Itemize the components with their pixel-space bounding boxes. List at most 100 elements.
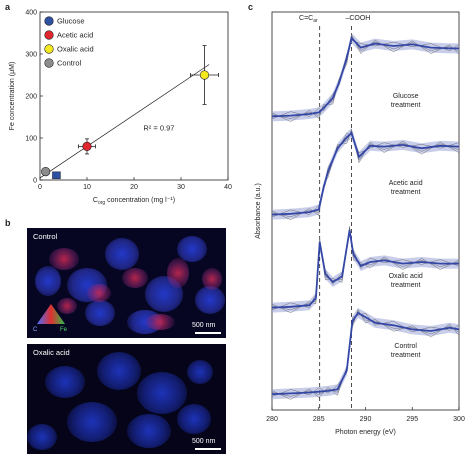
series-label: Oxalic acid treatment: [389, 273, 423, 289]
iron-rich-region: [122, 268, 148, 288]
x-tick-label: 40: [224, 184, 232, 191]
spectrum-variance-band: [272, 308, 459, 400]
x-label-main: C: [93, 197, 98, 204]
x-tick-label: 10: [83, 184, 91, 191]
control-image-label: Control: [33, 232, 58, 241]
y-tick-label: 400: [25, 10, 37, 17]
data-point-glucose: [52, 171, 61, 180]
r-squared-annotation: R² = 0.97: [143, 123, 174, 132]
spectrum-replicate-line: [271, 308, 460, 400]
control-scale-bar-label: 500 nm: [192, 322, 216, 329]
legend-label: Control: [57, 59, 82, 68]
panel-c-spectra-chart: C=Car –COOH Glucose treatment Acetic acid tr…: [255, 11, 465, 436]
x-tick-label: 30: [177, 184, 185, 191]
iron-rich-region: [57, 298, 77, 314]
series-label-line: treatment: [391, 282, 421, 289]
spectrum-variance-band: [272, 33, 459, 122]
spectrum-variance-band: [272, 128, 459, 220]
x-label-sub: org: [98, 200, 105, 206]
data-point-oxalic-acid: [199, 70, 210, 80]
control-microscopy-image: Control C Fe 500 nm: [27, 228, 226, 338]
x-tick-label: 300: [453, 416, 465, 423]
ref-line-label-cc: C=Car: [299, 15, 318, 24]
carbon-particle: [85, 300, 115, 326]
control-scale-bar: [195, 332, 221, 334]
spectrum-variance-band: [272, 225, 459, 313]
x-tick-label: 0: [38, 184, 42, 191]
spectrum-replicate-line: [271, 226, 460, 314]
x-tick-label: 285: [313, 416, 325, 423]
carbon-particle: [137, 372, 187, 414]
iron-rich-region: [145, 314, 175, 330]
panel-c-y-axis-label: Absorbance (a.u.): [255, 183, 262, 239]
x-tick-label: 290: [360, 416, 372, 423]
iron-rich-region: [87, 284, 111, 302]
ref-line-label-cooh: –COOH: [345, 15, 370, 22]
iron-rich-region: [202, 268, 222, 290]
series-label-line: treatment: [391, 102, 421, 109]
ref-label-sub: ar: [313, 18, 318, 24]
legend-marker-glucose: [44, 16, 54, 26]
carbon-particle: [67, 402, 117, 442]
y-tick-label: 0: [33, 178, 37, 185]
data-point-control: [41, 167, 51, 177]
x-tick-label: 280: [266, 416, 278, 423]
y-tick-label: 300: [25, 52, 37, 59]
series-label-line: Control: [394, 343, 417, 350]
panel-a-letter: a: [5, 2, 11, 12]
x-tick-label: 295: [406, 416, 418, 423]
panel-a-y-axis-label: Fe concentration (μM): [9, 62, 16, 131]
carbon-particle: [45, 366, 85, 398]
carbon-particle: [27, 424, 57, 450]
carbon-particle: [195, 286, 225, 314]
spectrum-mean-line: [271, 311, 460, 396]
legend-marker-control: [44, 58, 54, 68]
carbon-particle: [177, 236, 207, 262]
series-label-line: Glucose: [393, 93, 419, 100]
iron-rich-region: [167, 258, 189, 288]
x-label-unit: concentration (mg l⁻¹): [105, 197, 175, 204]
legend-marker-acetic-acid: [44, 30, 54, 40]
spectrum-mean-line: [271, 229, 459, 309]
triangle-c-label: C: [33, 327, 38, 332]
series-label: Acetic acid treatment: [389, 180, 423, 196]
spectrum-mean-line: [271, 131, 460, 216]
carbon-particle: [97, 352, 141, 390]
carbon-particle: [127, 414, 171, 448]
x-tick-label: 20: [130, 184, 138, 191]
triangle-fe-label: Fe: [60, 327, 68, 332]
panel-a-x-axis-label: Corg concentration (mg l⁻¹): [93, 197, 175, 206]
series-label-line: treatment: [391, 352, 421, 359]
spectrum-replicate-line: [271, 232, 460, 311]
data-point-acetic-acid: [82, 141, 92, 151]
legend-label: Glucose: [57, 17, 85, 26]
series-label: Control treatment: [391, 343, 421, 359]
legend-marker-oxalic-acid: [44, 44, 54, 54]
c-fe-color-triangle-icon: C Fe: [33, 304, 68, 332]
spectrum-mean-line: [271, 36, 459, 118]
carbon-particle: [177, 404, 211, 434]
carbon-particle: [105, 238, 139, 270]
oxalic-image-label: Oxalic acid: [33, 348, 70, 357]
series-label-line: treatment: [391, 189, 421, 196]
series-label-line: Acetic acid: [389, 180, 423, 187]
spectrum-replicate-line: [271, 312, 460, 397]
regression-line: [39, 64, 210, 179]
legend-label: Oxalic acid: [57, 45, 94, 54]
legend-label: Acetic acid: [57, 31, 93, 40]
iron-rich-region: [49, 248, 79, 270]
y-tick-label: 200: [25, 94, 37, 101]
panel-c-x-axis-label: Photon energy (eV): [335, 429, 396, 436]
oxalic-scale-bar: [195, 448, 221, 450]
oxalic-acid-microscopy-image: Oxalic acid 500 nm: [27, 344, 226, 454]
series-label-line: Oxalic acid: [389, 273, 423, 280]
series-label: Glucose treatment: [391, 93, 421, 109]
panel-b-letter: b: [5, 218, 11, 228]
carbon-particle: [35, 266, 61, 296]
carbon-particle: [187, 360, 213, 384]
y-tick-label: 100: [25, 136, 37, 143]
oxalic-scale-bar-label: 500 nm: [192, 438, 216, 445]
panel-c-letter: c: [248, 2, 254, 12]
spectrum-replicate-line: [271, 310, 460, 397]
